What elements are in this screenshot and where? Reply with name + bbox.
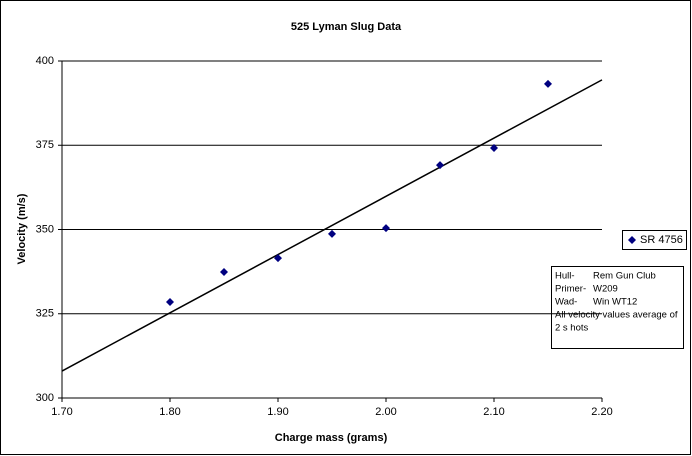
chart-title: 525 Lyman Slug Data [291, 21, 402, 33]
x-tick-label: 2.00 [375, 406, 396, 418]
x-tick-label: 1.90 [267, 406, 288, 418]
point [382, 224, 390, 233]
point [544, 79, 552, 88]
y-tick-label: 325 [36, 308, 54, 320]
annotation-note: All velocity values average of [555, 310, 678, 321]
annotation-text: Rem Gun Club [593, 271, 656, 282]
legend-box [622, 230, 687, 250]
annotation-text: Hull- [555, 271, 575, 282]
annotation-text: Primer- [555, 284, 586, 295]
x-tick-label: 1.70 [51, 406, 72, 418]
y-tick-label: 375 [36, 139, 54, 151]
y-axis-title: Velocity (m/s) [16, 193, 28, 264]
point [328, 229, 336, 238]
point [436, 161, 444, 170]
x-axis-title: Charge mass (grams) [275, 432, 388, 444]
annotation-text: W209 [593, 284, 618, 295]
y-tick-label: 350 [36, 223, 54, 235]
point [274, 254, 282, 263]
y-tick-label: 400 [36, 55, 54, 67]
legend-label: SR 4756 [640, 234, 683, 246]
annotation-box [551, 266, 684, 349]
x-tick-label: 2.10 [483, 406, 504, 418]
annotation-text: Wad- [555, 297, 577, 308]
x-tick-label: 2.20 [591, 406, 612, 418]
annotation-text: Win WT12 [593, 297, 637, 308]
y-tick-label: 300 [36, 392, 54, 404]
legend-marker [628, 236, 636, 244]
point [490, 143, 498, 152]
annotation-note: 2 s hots [555, 323, 589, 334]
point [220, 267, 228, 276]
point [166, 297, 174, 306]
trendline [61, 79, 603, 372]
x-tick-label: 1.80 [159, 406, 180, 418]
